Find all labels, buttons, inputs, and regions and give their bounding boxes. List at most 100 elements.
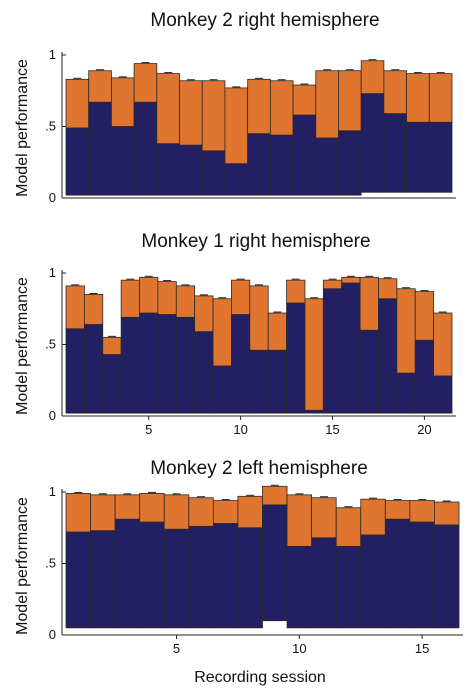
bar-lower-segment: [409, 521, 435, 629]
bar-upper-segment: [111, 77, 135, 127]
bar-lower-segment: [434, 524, 460, 629]
panel-title: Monkey 2 left hemisphere: [150, 458, 368, 479]
bar-upper-segment: [269, 80, 294, 136]
bar-lower-segment: [224, 163, 249, 196]
bar-lower-segment: [335, 545, 362, 629]
bar-lower-segment: [360, 534, 386, 629]
bar-upper-segment: [338, 70, 362, 132]
bar-lower-segment: [383, 113, 407, 193]
bar-upper-segment: [360, 60, 385, 95]
bar-upper-segment: [156, 73, 180, 145]
bar-lower-segment: [156, 143, 180, 196]
bar-lower-segment: [292, 114, 317, 196]
bar-lower-segment: [194, 331, 214, 414]
bar-upper-segment: [434, 501, 460, 526]
x-tick-label: 15: [325, 422, 339, 437]
bar-upper-segment: [120, 279, 140, 318]
bar-upper-segment: [88, 70, 112, 103]
bar-upper-segment: [65, 78, 90, 129]
bar-upper-segment: [360, 498, 386, 536]
x-tick-label: 20: [417, 422, 431, 437]
bar-upper-segment: [286, 494, 313, 547]
y-axis-label: Model performance: [14, 277, 31, 415]
bar-lower-segment: [157, 314, 177, 414]
bar-lower-segment: [384, 518, 411, 629]
panel-title: Monkey 1 right hemisphere: [141, 231, 370, 252]
y-tick-label: 0: [49, 408, 56, 423]
bar-upper-segment: [304, 298, 324, 411]
x-tick-label: 10: [233, 422, 247, 437]
bar-upper-segment: [341, 276, 361, 284]
bar-lower-segment: [262, 504, 288, 622]
y-tick-label: 1: [49, 47, 56, 62]
bar-upper-segment: [433, 312, 453, 377]
bar-upper-segment: [409, 500, 435, 523]
y-tick-label: .5: [45, 337, 56, 352]
panel-monkey2-right: Monkey 2 right hemisphere Model performa…: [14, 10, 456, 205]
bar-lower-segment: [139, 521, 165, 629]
bar-upper-segment: [65, 493, 91, 533]
bar-upper-segment: [224, 87, 249, 165]
x-tick-label: 5: [173, 641, 180, 656]
bar-upper-segment: [262, 485, 288, 506]
bar-lower-segment: [315, 137, 339, 196]
bar-lower-segment: [114, 518, 141, 629]
bar-lower-segment: [111, 126, 135, 196]
x-axis-label: Recording session: [194, 669, 326, 686]
bar-lower-segment: [249, 349, 269, 414]
bar-lower-segment: [414, 339, 435, 414]
bar-upper-segment: [194, 295, 214, 333]
bar-upper-segment: [90, 494, 116, 532]
bar-lower-segment: [267, 349, 287, 414]
bar-upper-segment: [335, 507, 362, 547]
bar-upper-segment: [414, 291, 435, 341]
bar-lower-segment: [88, 101, 112, 196]
panel-monkey2-left: Monkey 2 left hemisphere Model performan…: [14, 458, 463, 686]
bar-upper-segment: [384, 500, 411, 520]
bar-lower-segment: [396, 372, 416, 414]
bar-upper-segment: [175, 285, 196, 318]
bar-lower-segment: [428, 121, 453, 193]
bar-lower-segment: [212, 523, 239, 629]
bar-upper-segment: [311, 497, 337, 539]
bar-upper-segment: [428, 73, 453, 123]
bar-lower-segment: [359, 329, 379, 414]
bar-lower-segment: [247, 133, 271, 196]
bar-upper-segment: [83, 294, 104, 325]
bar-upper-segment: [212, 500, 239, 524]
bar-lower-segment: [322, 288, 343, 414]
bar-upper-segment: [247, 78, 271, 135]
bar-lower-segment: [102, 354, 122, 414]
bar-lower-segment: [212, 365, 232, 414]
bar-lower-segment: [83, 324, 104, 414]
bar-upper-segment: [237, 495, 263, 529]
bar-lower-segment: [65, 328, 85, 414]
bar-upper-segment: [133, 63, 158, 103]
y-tick-label: 0: [49, 190, 56, 205]
bar-upper-segment: [102, 336, 122, 355]
y-tick-label: .5: [45, 119, 56, 134]
bar-upper-segment: [267, 312, 287, 351]
bar-upper-segment: [114, 494, 141, 520]
bar-lower-segment: [139, 312, 159, 414]
bar-lower-segment: [179, 144, 203, 196]
bar-lower-segment: [163, 528, 190, 629]
bar-upper-segment: [396, 288, 416, 374]
bar-lower-segment: [286, 302, 306, 414]
x-tick-label: 10: [292, 641, 306, 656]
y-axis-label: Model performance: [14, 497, 31, 635]
bar-upper-segment: [286, 279, 306, 304]
bar-lower-segment: [406, 121, 430, 193]
bar-upper-segment: [292, 84, 317, 116]
bar-lower-segment: [231, 314, 251, 414]
bar-upper-segment: [139, 493, 165, 523]
y-tick-label: 0: [49, 627, 56, 642]
panel-title: Monkey 2 right hemisphere: [150, 10, 379, 31]
bar-upper-segment: [157, 281, 177, 315]
bar-upper-segment: [65, 285, 85, 330]
y-tick-label: .5: [45, 556, 56, 571]
bar-lower-segment: [65, 531, 91, 629]
y-axis-label: Model performance: [14, 59, 31, 197]
panel-monkey1-right: Monkey 1 right hemisphere Model performa…: [14, 231, 456, 437]
